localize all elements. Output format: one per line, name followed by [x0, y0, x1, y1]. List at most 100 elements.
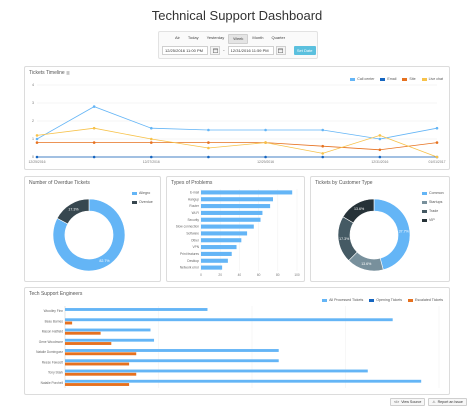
data-point: [35, 134, 39, 137]
from-date-input[interactable]: 12/25/2016 11:00 PM: [162, 46, 208, 55]
bar-escalated-tickets-natalie-dominguez: [65, 352, 137, 356]
bar-all-processed-tickets-woodley-finn: [65, 308, 208, 311]
data-point: [149, 126, 153, 130]
slice-label: 82.7%: [99, 259, 110, 263]
code-icon: </>: [394, 400, 400, 404]
engineers-legend: All Processed Tickets Opening Tickets Esca…: [322, 298, 443, 302]
data-point: [207, 155, 210, 159]
category-label: VPN: [192, 245, 199, 249]
legend-swatch: [422, 200, 427, 204]
engineers-legend-item-all-processed-tickets[interactable]: All Processed Tickets: [322, 298, 363, 302]
legend-swatch: [380, 77, 386, 81]
timeline-legend: Call center Email Site Live chat: [350, 77, 443, 81]
legend-label: Escalated Tickets: [415, 298, 443, 302]
customer-legend-item-startups[interactable]: Startups: [422, 200, 444, 204]
legend-label: Site: [409, 77, 416, 81]
range-separator: -: [223, 47, 225, 54]
problem-types-chart: 0 20 40 60 80 100 E-mail Hangup Router Wi-Fi Secur…: [176, 189, 300, 277]
data-point: [92, 105, 96, 108]
category-label: Router: [189, 204, 200, 208]
bar-all-processed-tickets-gene-woodmore: [65, 338, 155, 342]
series-line-site: [37, 142, 438, 151]
customer-legend-item-vip[interactable]: VIP: [422, 218, 444, 222]
series-line-live-chat: [36, 127, 438, 158]
tab-yesterday[interactable]: Yesterday: [206, 35, 225, 40]
from-calendar-button[interactable]: [210, 46, 220, 55]
y-tick-label: 0: [32, 155, 34, 159]
tab-week[interactable]: Week: [228, 34, 249, 44]
bar-all-processed-tickets-natalie-porchell: [65, 379, 422, 383]
category-label: Software: [186, 232, 199, 236]
customer-type-panel: Tickets by Customer Type Common Startups T…: [310, 176, 450, 282]
y-tick-label: 1: [32, 137, 34, 141]
tab-month[interactable]: Month: [252, 35, 264, 40]
timeline-legend-item-email[interactable]: Email: [380, 77, 396, 81]
timeline-title: Tickets Timeline ▥: [29, 70, 70, 76]
view-source-button[interactable]: </> View Source: [390, 398, 426, 406]
legend-swatch: [350, 77, 356, 81]
overdue-legend-item-allegro[interactable]: Allegro: [132, 191, 153, 195]
legend-label: Trade: [429, 209, 439, 213]
legend-label: Live chat: [428, 77, 443, 81]
overdue-legend-item-overdue[interactable]: Overdue: [132, 200, 153, 204]
overdue-slice-overdue: [56, 198, 90, 225]
overdue-title: Number of Overdue Tickets: [29, 180, 90, 186]
bar-escalated-tickets-mason-hatfield: [65, 331, 101, 335]
bar-wi-fi: [201, 210, 263, 215]
tickets-timeline-chart: 0 1 2 3 4 12/25/2016 12/27/2016 12/29/2016 12/31…: [29, 83, 446, 164]
data-point: [92, 155, 96, 159]
bar-all-processed-tickets-mason-hatfield: [65, 328, 151, 332]
problems-title: Types of Problems: [171, 180, 213, 186]
report-issue-button[interactable]: ⚠ Report an Issue: [428, 398, 467, 406]
problem-types-panel: Types of Problems 0 20 40 60 80 100 E-mail Hang…: [166, 176, 305, 282]
category-label: Wi-Fi: [192, 211, 200, 215]
x-tick-label: 12/31/2016: [371, 160, 388, 164]
engineer-label: Reese Fawcett: [42, 360, 63, 364]
tab-air[interactable]: Air: [175, 35, 180, 40]
legend-swatch: [322, 298, 328, 302]
tab-quarter[interactable]: Quarter: [271, 35, 286, 40]
timeline-legend-item-live-chat[interactable]: Live chat: [421, 77, 443, 81]
data-point: [149, 141, 153, 144]
customer-legend-item-trade[interactable]: Trade: [422, 209, 444, 213]
timeline-legend-item-call-center[interactable]: Call center: [350, 77, 374, 81]
data-point: [321, 152, 325, 155]
x-tick-label: 12/25/2016: [29, 160, 46, 164]
engineers-legend-item-opening-tickets[interactable]: Opening Tickets: [369, 298, 402, 302]
data-point: [207, 146, 210, 150]
calendar-icon: [212, 48, 218, 53]
category-label: Network error: [180, 266, 200, 270]
to-date-input[interactable]: 12/31/2016 11:59 PM: [227, 46, 274, 55]
bar-hangup: [201, 197, 273, 202]
set-date-button[interactable]: Set Date: [293, 46, 316, 55]
legend-swatch: [408, 298, 414, 302]
calendar-icon: [278, 48, 284, 53]
y-tick-label: 3: [32, 101, 34, 105]
timeline-title-text: Tickets Timeline: [29, 70, 65, 76]
data-point: [378, 148, 382, 152]
engineer-label: Woodley Finn: [44, 309, 64, 313]
footer-buttons: </> View Source ⚠ Report an Issue: [390, 398, 467, 406]
date-range-row: 12/25/2016 11:00 PM - 12/31/2016 11:59 P…: [162, 46, 316, 55]
slice-label: 13.6%: [361, 262, 372, 266]
tab-today[interactable]: Today: [187, 35, 199, 40]
to-calendar-button[interactable]: [275, 46, 286, 55]
data-point: [92, 141, 96, 144]
engineers-legend-item-escalated-tickets[interactable]: Escalated Tickets: [408, 298, 443, 302]
report-issue-label: Report an Issue: [437, 400, 463, 404]
x-tick-label: 60: [257, 273, 261, 277]
bar-all-processed-tickets-natalie-dominguez: [65, 349, 279, 352]
bar-all-processed-tickets-tony-stark: [65, 369, 368, 373]
customer-donut-chart: 37.7% 13.6% 17.3% 13.6%: [337, 198, 411, 272]
x-tick-label: 80: [276, 273, 280, 277]
date-filter-bar: Air Today Yesterday Week Month Quarter 12/25/…: [158, 31, 318, 59]
customer-legend-item-common[interactable]: Common: [422, 191, 444, 195]
data-point: [149, 155, 153, 159]
legend-swatch: [132, 191, 137, 195]
customer-slice-vip: [342, 198, 375, 224]
timeline-legend-item-site[interactable]: Site: [402, 77, 416, 81]
data-point: [264, 141, 267, 144]
legend-swatch: [421, 77, 427, 81]
x-tick-label: 0: [200, 273, 202, 277]
view-source-label: View Source: [401, 400, 422, 404]
